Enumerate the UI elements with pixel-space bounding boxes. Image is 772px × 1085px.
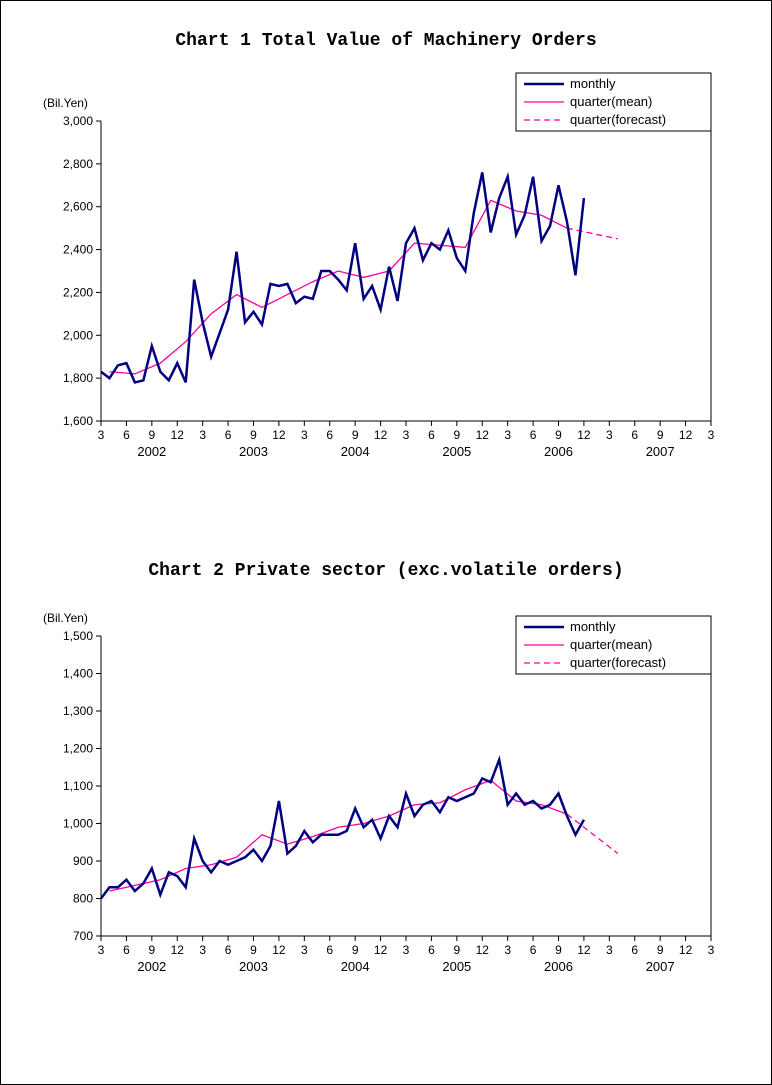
svg-text:1,000: 1,000 [63, 817, 93, 831]
svg-text:quarter(mean): quarter(mean) [570, 637, 652, 652]
svg-text:12: 12 [171, 428, 185, 442]
svg-text:2002: 2002 [137, 959, 166, 974]
svg-text:12: 12 [171, 943, 185, 957]
svg-text:1,800: 1,800 [63, 371, 93, 385]
svg-text:2003: 2003 [239, 959, 268, 974]
chart2-yaxis-label: (Bil.Yen) [43, 611, 88, 625]
svg-text:12: 12 [374, 943, 388, 957]
page-container: Chart 1 Total Value of Machinery Orders … [0, 0, 772, 1085]
svg-text:1,400: 1,400 [63, 667, 93, 681]
svg-text:6: 6 [530, 943, 537, 957]
svg-text:1,200: 1,200 [63, 742, 93, 756]
svg-text:3: 3 [403, 428, 410, 442]
svg-text:2005: 2005 [442, 959, 471, 974]
svg-text:1,300: 1,300 [63, 704, 93, 718]
svg-text:6: 6 [326, 428, 333, 442]
svg-text:700: 700 [73, 929, 93, 943]
svg-text:12: 12 [272, 943, 286, 957]
svg-text:800: 800 [73, 892, 93, 906]
svg-text:6: 6 [123, 943, 130, 957]
svg-text:1,500: 1,500 [63, 629, 93, 643]
svg-text:3: 3 [708, 943, 715, 957]
svg-text:2,600: 2,600 [63, 200, 93, 214]
svg-text:9: 9 [453, 428, 460, 442]
svg-text:2,200: 2,200 [63, 285, 93, 299]
svg-text:2005: 2005 [442, 444, 471, 459]
svg-text:quarter(forecast): quarter(forecast) [570, 112, 666, 127]
svg-text:2006: 2006 [544, 959, 573, 974]
svg-text:3: 3 [301, 428, 308, 442]
svg-text:12: 12 [476, 943, 490, 957]
svg-text:12: 12 [679, 943, 693, 957]
svg-text:6: 6 [225, 428, 232, 442]
svg-text:12: 12 [272, 428, 286, 442]
svg-text:6: 6 [428, 943, 435, 957]
chart2-title: Chart 2 Private sector (exc.volatile ord… [1, 561, 771, 581]
svg-text:quarter(mean): quarter(mean) [570, 94, 652, 109]
svg-text:3: 3 [301, 943, 308, 957]
svg-text:3,000: 3,000 [63, 114, 93, 128]
svg-text:3: 3 [504, 943, 511, 957]
svg-text:2,800: 2,800 [63, 157, 93, 171]
svg-text:2003: 2003 [239, 444, 268, 459]
svg-text:3: 3 [199, 943, 206, 957]
svg-text:9: 9 [250, 943, 257, 957]
svg-text:900: 900 [73, 854, 93, 868]
svg-text:3: 3 [199, 428, 206, 442]
svg-text:3: 3 [708, 428, 715, 442]
svg-text:3: 3 [606, 428, 613, 442]
svg-text:2002: 2002 [137, 444, 166, 459]
svg-text:12: 12 [476, 428, 490, 442]
chart2-plot: 700 800 900 1,000 1,100 1,200 1,300 1,400 1,500 3… [46, 626, 726, 1006]
chart1-yaxis-label: (Bil.Yen) [43, 96, 88, 110]
svg-text:12: 12 [374, 428, 388, 442]
svg-text:3: 3 [606, 943, 613, 957]
svg-text:3: 3 [98, 428, 105, 442]
svg-text:3: 3 [98, 943, 105, 957]
svg-text:9: 9 [657, 428, 664, 442]
svg-text:9: 9 [250, 428, 257, 442]
svg-text:12: 12 [577, 428, 591, 442]
svg-text:9: 9 [352, 943, 359, 957]
chart1-title: Chart 1 Total Value of Machinery Orders [1, 31, 771, 51]
svg-text:2007: 2007 [646, 959, 675, 974]
svg-text:2004: 2004 [341, 444, 370, 459]
svg-text:9: 9 [555, 428, 562, 442]
svg-text:6: 6 [631, 943, 638, 957]
svg-text:9: 9 [555, 943, 562, 957]
svg-text:9: 9 [148, 943, 155, 957]
svg-text:9: 9 [148, 428, 155, 442]
svg-text:2007: 2007 [646, 444, 675, 459]
svg-text:monthly: monthly [570, 619, 616, 634]
svg-text:12: 12 [679, 428, 693, 442]
svg-text:2,400: 2,400 [63, 243, 93, 257]
svg-text:12: 12 [577, 943, 591, 957]
svg-text:6: 6 [631, 428, 638, 442]
svg-text:2004: 2004 [341, 959, 370, 974]
svg-text:2006: 2006 [544, 444, 573, 459]
svg-text:9: 9 [657, 943, 664, 957]
svg-text:monthly: monthly [570, 76, 616, 91]
svg-text:6: 6 [326, 943, 333, 957]
svg-text:6: 6 [530, 428, 537, 442]
svg-text:6: 6 [225, 943, 232, 957]
svg-text:6: 6 [123, 428, 130, 442]
chart1-plot: 1,600 1,800 2,000 2,200 2,400 2,600 2,800 3,000… [46, 111, 726, 491]
svg-text:3: 3 [504, 428, 511, 442]
svg-text:1,100: 1,100 [63, 779, 93, 793]
svg-text:1,600: 1,600 [63, 414, 93, 428]
svg-text:quarter(forecast): quarter(forecast) [570, 655, 666, 670]
svg-text:2,000: 2,000 [63, 328, 93, 342]
svg-text:3: 3 [403, 943, 410, 957]
svg-text:6: 6 [428, 428, 435, 442]
svg-text:9: 9 [453, 943, 460, 957]
svg-text:9: 9 [352, 428, 359, 442]
